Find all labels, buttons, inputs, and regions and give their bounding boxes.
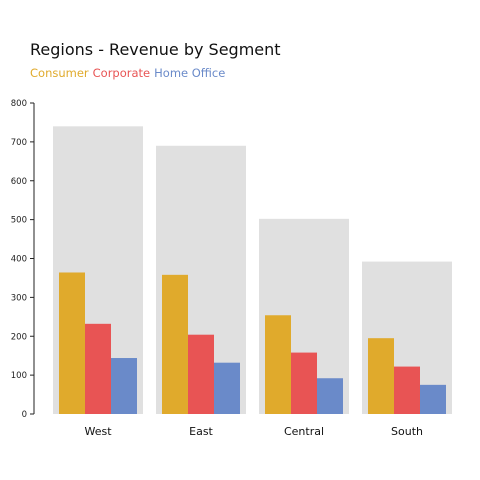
bar-west-consumer <box>59 272 85 414</box>
x-tick-label: West <box>84 425 112 438</box>
y-tick-label: 600 <box>11 177 27 187</box>
bar-west-corporate <box>85 323 111 414</box>
bar-east-consumer <box>162 274 188 414</box>
y-tick-label: 800 <box>11 99 27 109</box>
y-tick-label: 200 <box>11 332 27 342</box>
bar-east-corporate <box>188 334 214 414</box>
bar-west-home-office <box>111 358 137 414</box>
y-tick-label: 500 <box>11 216 27 226</box>
y-tick-label: 700 <box>11 138 27 148</box>
legend: Consumer Corporate Home Office <box>30 66 229 80</box>
bar-south-consumer <box>368 338 394 414</box>
x-tick-label: Central <box>284 425 324 438</box>
bar-south-home-office <box>420 384 446 414</box>
legend-item-home-office: Home Office <box>154 66 226 80</box>
chart-title: Regions - Revenue by Segment <box>30 40 281 59</box>
legend-item-consumer: Consumer <box>30 66 89 80</box>
y-tick-label: 400 <box>11 255 27 265</box>
bar-central-corporate <box>291 352 317 414</box>
bar-central-home-office <box>317 378 343 414</box>
x-tick-label: East <box>189 425 213 438</box>
legend-item-corporate: Corporate <box>92 66 151 80</box>
y-tick-label: 300 <box>11 293 27 303</box>
bar-central-consumer <box>265 315 291 414</box>
x-tick-label: South <box>391 425 423 438</box>
y-tick-label: 100 <box>11 371 27 381</box>
y-tick-label: 0 <box>22 410 27 420</box>
bar-east-home-office <box>214 362 240 414</box>
bar-south-corporate <box>394 366 420 414</box>
